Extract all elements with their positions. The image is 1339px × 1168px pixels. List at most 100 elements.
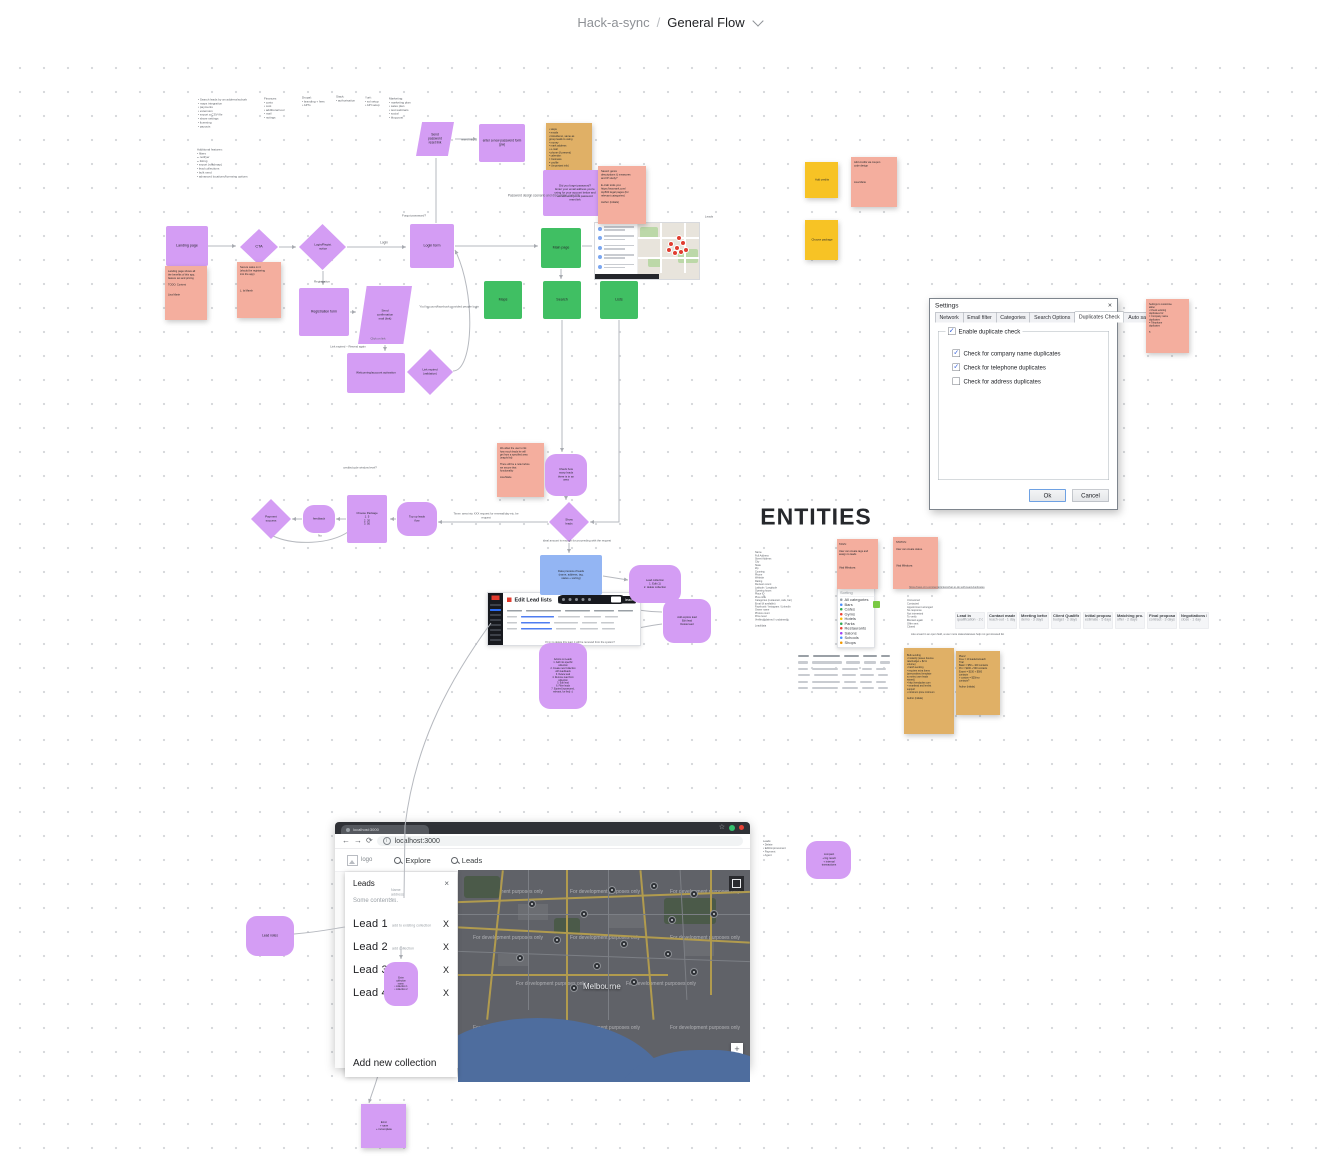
feedback-node[interactable]: feedback [303, 505, 335, 533]
cancel-button[interactable]: Cancel [1072, 489, 1109, 502]
data-preview-node[interactable]: Data preview of leads (name, address, ta… [540, 555, 602, 595]
remove-lead-button[interactable]: X [442, 941, 449, 952]
notes-yurii-list[interactable]: Yurii: • ssl setup • API setup [364, 95, 380, 107]
dropdown-option[interactable]: Shops [840, 640, 876, 645]
leads-actions-list[interactable]: Leads: • Delete • Edit/improvement • Pay… [762, 839, 786, 857]
add-credits-sticky[interactable]: Add credits [805, 162, 838, 198]
browser-tab[interactable]: localhost:3000 [341, 825, 429, 834]
bookmark-star-icon[interactable]: ☆ [718, 824, 725, 831]
dropdown-option[interactable]: Cafes [840, 607, 876, 612]
login-form-node[interactable]: Login form [410, 224, 454, 268]
notes-drupal-list[interactable]: Drupal: • branding + fees • API's [302, 95, 325, 107]
show-leads-node[interactable]: Show leads [549, 502, 589, 542]
tags-sticky[interactable]: TAGS: User can create tags and assign to… [837, 539, 878, 589]
leads-label[interactable]: Leads [704, 215, 714, 219]
plans-sticky[interactable]: Plans! Free = 10 leads/outreach Trial Ba… [956, 651, 1000, 715]
add-new-collection-button[interactable]: Add new collection [353, 1058, 437, 1069]
click-on-link-label[interactable]: Click on link [370, 337, 386, 341]
collection-name-blob[interactable]: Enter collection name: • collection 1 • … [384, 962, 418, 1006]
timer-label[interactable]: Timer: area into XXX request for renewal… [453, 512, 519, 520]
lead-row[interactable]: Lead 2 add collection X [345, 935, 457, 958]
password-design-label[interactable]: Password design scenario and discussion … [507, 193, 581, 197]
choose-package-node[interactable]: Choose Package 1. 5 2. 20 3. 50 [347, 495, 387, 543]
reload-button[interactable]: ⟳ [366, 836, 373, 845]
green-marker[interactable] [873, 601, 880, 608]
login-register-node[interactable]: Login/Regist. notice [299, 224, 346, 270]
new-password-form-node[interactable]: enter a new password form (pw) [479, 124, 525, 162]
coupon-design-sticky[interactable]: Add credits via coupon code design Lisa … [851, 157, 897, 207]
actions-on-leads-blob[interactable]: Actions on Leads: 1. Add into specific c… [539, 643, 587, 709]
site-info-icon[interactable]: i [382, 837, 391, 845]
ideal-amount-label[interactable]: ideal amount is enough for proceeding wi… [542, 539, 612, 543]
transactions-blob[interactable]: compact + big result + internal transact… [806, 841, 851, 879]
dropdown-option[interactable]: Schools [840, 636, 876, 641]
categories-dropdown[interactable]: Sorting All categories Bars Cafes [837, 588, 876, 648]
back-button[interactable]: ← [342, 836, 350, 845]
forgot-password-note[interactable]: Did you forget password? Enter your emai… [543, 170, 607, 216]
registration-form-node[interactable]: Registration form [299, 288, 349, 336]
lead-collection-blob[interactable]: Lead collection 1. Edit (1) 2. delete co… [629, 565, 681, 603]
password-research-sticky[interactable]: Saved: genre descriptions & measures and… [598, 166, 646, 224]
settings-close-icon[interactable]: × [1107, 301, 1112, 309]
login-label[interactable]: Login [380, 240, 388, 244]
main-page-node[interactable]: Main page [541, 228, 581, 268]
link-expired-node[interactable]: Link expired (validation) [407, 349, 453, 395]
dropdown-option[interactable]: Parks [840, 621, 876, 626]
forgot-password-label[interactable]: Forgot password? [401, 213, 427, 217]
welcome-activation-node[interactable]: Welcoming/account activation [347, 353, 405, 393]
dropdown-search[interactable]: Sorting [840, 591, 876, 597]
dropdown-option[interactable]: Restaurants [840, 626, 876, 631]
notes-scope-list[interactable]: • Search leads by an address/suburb • ma… [197, 98, 247, 129]
duplicate-option-checkbox[interactable] [952, 363, 960, 371]
settings-dialog[interactable]: Settings × Network Email filter Categories… [929, 298, 1157, 510]
duplicate-option-checkbox[interactable] [952, 349, 960, 357]
notes-finances-list[interactable]: Finances: • costs • cost • additional to… [264, 96, 285, 120]
statuses-note-label[interactable]: Like a lead in an open field, a user mor… [911, 633, 1005, 637]
sales-note-sticky[interactable]: Secure sales on it (should be registerin… [237, 262, 281, 318]
landing-benefits-sticky[interactable]: Landing page shows all the benefits of t… [165, 266, 207, 320]
confirmation-mail-node[interactable]: Send confirmation mail (link) [358, 286, 412, 344]
statuses-list[interactable]: Uninvoiced Contacted Appointment arrange… [906, 599, 933, 629]
fullscreen-button[interactable] [729, 876, 744, 891]
landing-page-node[interactable]: Landing page [166, 226, 208, 266]
dropdown-option[interactable]: All categories [840, 598, 876, 603]
dropdown-option[interactable]: Gyms [840, 612, 876, 617]
remove-lead-button[interactable]: X [442, 987, 449, 998]
choose-package-sticky[interactable]: Choose package [805, 220, 838, 260]
notes-additional-features-list[interactable]: Additional features: • filters ∘ notifye… [197, 147, 248, 178]
lead-row[interactable]: Lead 1 add to existing collection X [345, 912, 457, 935]
error-save-sticky[interactable]: Error + save + incomplete [361, 1104, 406, 1148]
payment-node[interactable]: Payment success [251, 499, 291, 539]
duplicate-option-checkbox[interactable] [952, 377, 960, 385]
duplicates-link-label[interactable]: https://new-crm.com/en/articles/what-to-… [908, 586, 985, 590]
registration-label[interactable]: Registration [313, 279, 331, 283]
maps-node[interactable]: Maps [484, 281, 522, 319]
no-label[interactable]: No [318, 534, 322, 538]
remove-lead-button[interactable]: X [442, 918, 449, 929]
profile-avatar[interactable] [729, 824, 735, 831]
bulk-sending-sticky[interactable]: Bulk sending • Instantly (saves bounce r… [904, 648, 954, 734]
credits-window-label[interactable]: credits/cycle window level? [343, 466, 377, 470]
dropdown-option[interactable]: Hotels [840, 617, 876, 622]
send-password-reset-node[interactable]: Send password reset link [416, 122, 454, 156]
lead-actions-blob[interactable]: Add explore lead Edit lead Delete lead [663, 599, 711, 643]
ok-button[interactable]: Ok [1029, 489, 1066, 502]
page-name[interactable]: General Flow [667, 14, 745, 30]
notes-stack-list[interactable]: Stack: • authorisation [335, 95, 355, 103]
enable-duplicate-checkbox[interactable] [948, 327, 956, 335]
top-up-node[interactable]: Top up leads flow [397, 502, 437, 536]
remove-lead-button[interactable]: X [442, 964, 449, 975]
maps-screenshot-thumbnail[interactable] [594, 222, 700, 280]
reset-link-label[interactable]: reset link [460, 137, 473, 141]
crm-admin-screenshot[interactable]: Edit Lead lists Export Add new lead [487, 592, 641, 646]
lead-notes-blob[interactable]: Lead notes [246, 916, 294, 956]
leads-amount-sticky[interactable]: We allow the user to list how much leads… [497, 443, 544, 497]
lists-node[interactable]: Lists [600, 281, 638, 319]
forward-button[interactable]: → [354, 836, 362, 845]
entities-mini-table[interactable] [798, 655, 890, 697]
search-node[interactable]: Search [543, 281, 581, 319]
dropdown-option[interactable]: Salons [840, 631, 876, 636]
link-expired-label[interactable]: Link expired – Resend again [330, 345, 366, 349]
map-canvas[interactable]: For development purposes only For develop… [458, 870, 750, 1082]
cta-node[interactable]: CTA [240, 229, 278, 265]
